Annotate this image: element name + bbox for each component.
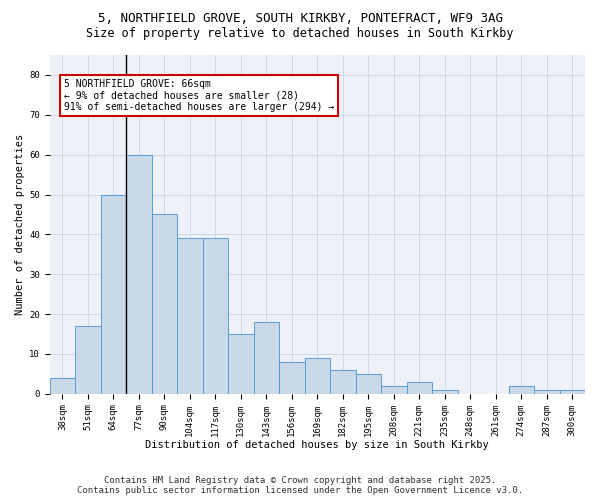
Bar	[177, 238, 203, 394]
Bar	[305, 358, 330, 394]
Bar	[356, 374, 381, 394]
X-axis label: Distribution of detached houses by size in South Kirkby: Distribution of detached houses by size …	[145, 440, 489, 450]
Bar	[152, 214, 177, 394]
Bar	[50, 378, 75, 394]
Text: 5 NORTHFIELD GROVE: 66sqm
← 9% of detached houses are smaller (28)
91% of semi-d: 5 NORTHFIELD GROVE: 66sqm ← 9% of detach…	[64, 79, 334, 112]
Bar	[330, 370, 356, 394]
Text: Size of property relative to detached houses in South Kirkby: Size of property relative to detached ho…	[86, 28, 514, 40]
Bar	[381, 386, 407, 394]
Bar	[407, 382, 432, 394]
Bar	[432, 390, 458, 394]
Bar	[254, 322, 279, 394]
Bar	[228, 334, 254, 394]
Bar	[534, 390, 560, 394]
Bar	[75, 326, 101, 394]
Bar	[279, 362, 305, 394]
Bar	[101, 194, 126, 394]
Y-axis label: Number of detached properties: Number of detached properties	[15, 134, 25, 315]
Text: Contains HM Land Registry data © Crown copyright and database right 2025.
Contai: Contains HM Land Registry data © Crown c…	[77, 476, 523, 495]
Bar	[126, 154, 152, 394]
Bar	[203, 238, 228, 394]
Bar	[509, 386, 534, 394]
Text: 5, NORTHFIELD GROVE, SOUTH KIRKBY, PONTEFRACT, WF9 3AG: 5, NORTHFIELD GROVE, SOUTH KIRKBY, PONTE…	[97, 12, 503, 26]
Bar	[560, 390, 585, 394]
